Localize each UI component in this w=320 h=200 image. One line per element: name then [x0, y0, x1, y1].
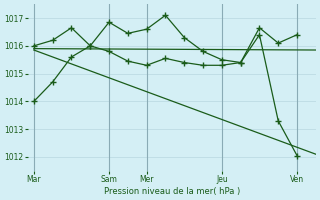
X-axis label: Pression niveau de la mer( hPa ): Pression niveau de la mer( hPa ) [104, 187, 240, 196]
